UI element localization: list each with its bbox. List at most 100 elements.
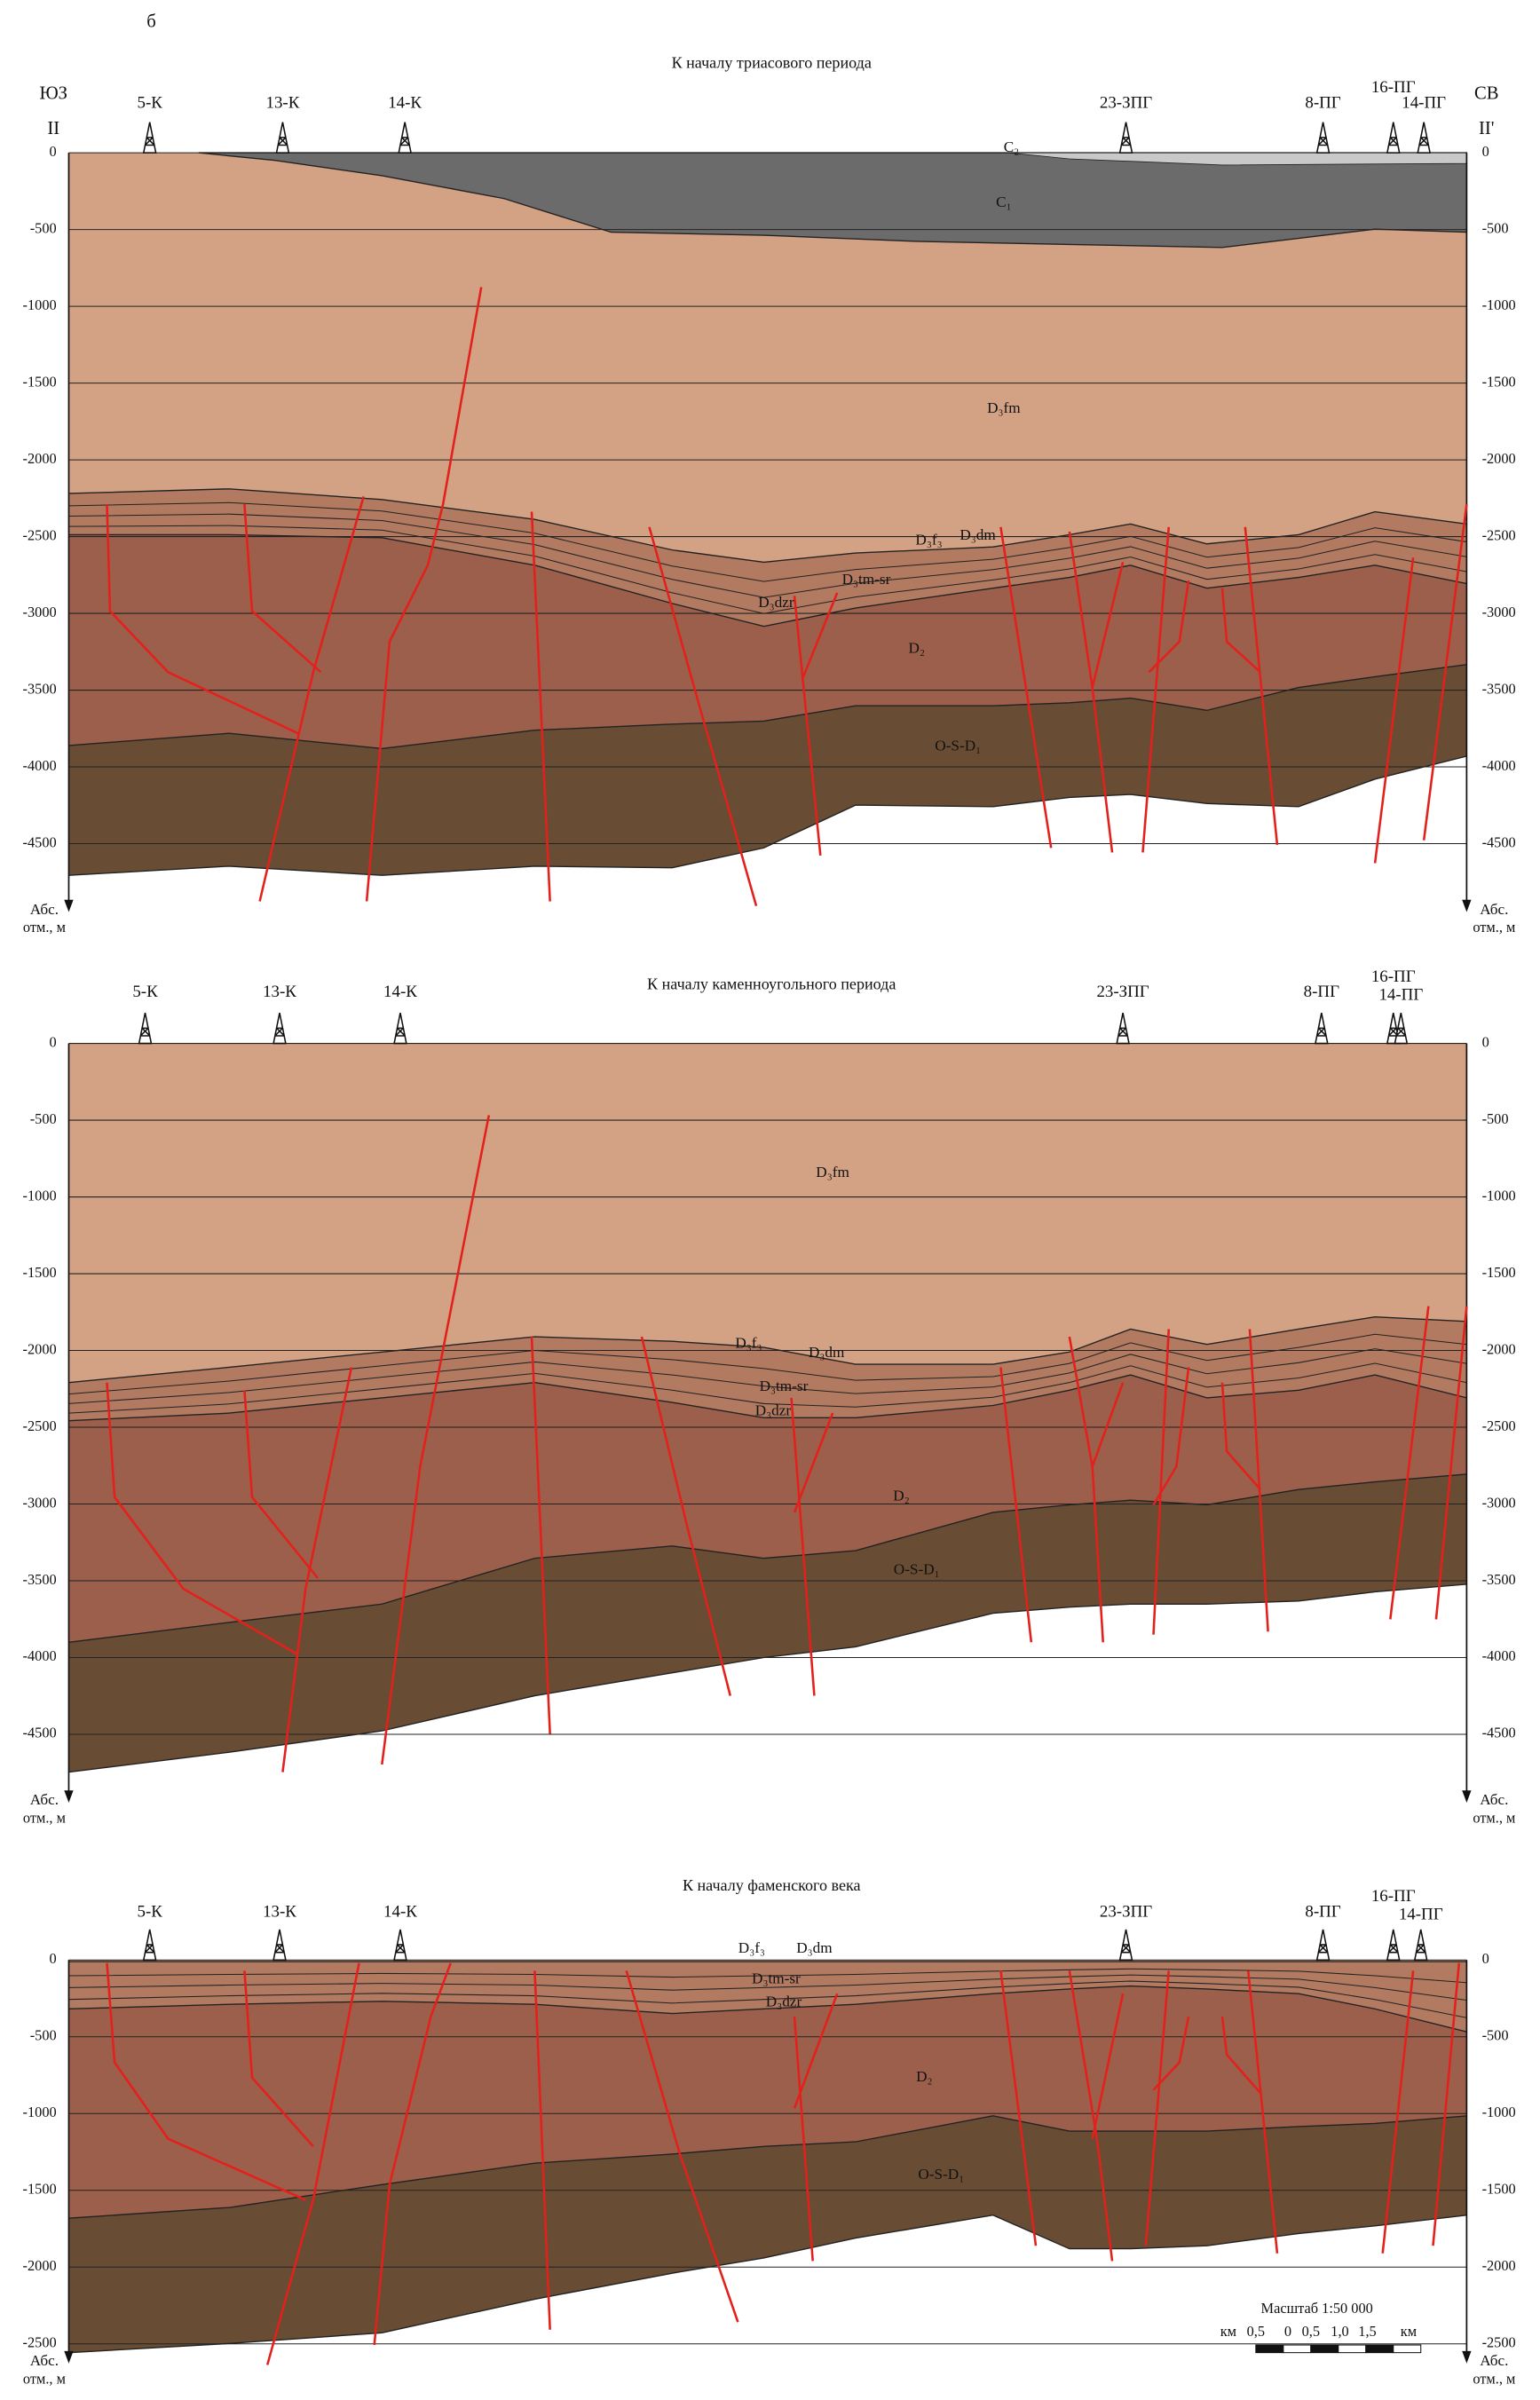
fault (106, 503, 299, 735)
y-tick-label: -500 (30, 2027, 57, 2044)
y-tick-label-right: -3000 (1482, 604, 1516, 620)
layer-osd1 (68, 664, 1467, 876)
axis-label: Абс. (30, 901, 59, 918)
fault (1244, 526, 1279, 845)
layer-label: D₃f₃ (735, 1335, 762, 1352)
fault (1152, 1367, 1190, 1506)
fault (1220, 1382, 1261, 1491)
well-icon (142, 122, 157, 154)
y-tick-label: -3000 (23, 604, 57, 620)
panel-title: К началу фаменского века (683, 1876, 861, 1894)
y-tick-label: -3000 (23, 1494, 57, 1511)
y-tick-label: -2000 (23, 1340, 57, 1357)
axis-label: Абс. (30, 2352, 59, 2369)
fault (793, 1993, 839, 2109)
layer-label: D₃dzr (766, 1993, 802, 2009)
y-tick-label-right: -1000 (1482, 1187, 1516, 1204)
profile-end-label: ЮЗ (39, 83, 67, 103)
y-tick-label: -4500 (23, 833, 57, 850)
y-tick-label: -4500 (23, 1725, 57, 1741)
well-label: 16-ПГ (1371, 1887, 1416, 1906)
layer-label: D₃fm (816, 1164, 849, 1180)
y-tick-label-right: -4500 (1482, 833, 1516, 850)
y-tick-label: -1500 (23, 2181, 57, 2198)
y-tick-label-right: -3500 (1482, 680, 1516, 697)
well-icon (1118, 122, 1133, 154)
axis-label-unit: отм., м (1473, 2370, 1515, 2387)
y-tick-label-right: -1500 (1482, 373, 1516, 390)
fault (1373, 557, 1415, 864)
y-tick-label-right: -3500 (1482, 1571, 1516, 1588)
well-icon (398, 122, 412, 154)
well-icon (272, 1013, 287, 1045)
fault (1091, 1382, 1125, 1467)
fault (625, 1970, 739, 2323)
layer-d2 (68, 1375, 1467, 1643)
layer-d3-thin (68, 1962, 1467, 2033)
fault (1091, 562, 1125, 688)
axis-label: Абс. (30, 1791, 59, 1808)
y-tick-label: -1500 (23, 373, 57, 390)
y-tick-label: -1500 (23, 1264, 57, 1281)
well-label: 23-ЗПГ (1100, 1902, 1152, 1921)
y-tick-label: -3500 (23, 680, 57, 697)
well-icon (142, 1929, 157, 1962)
layer-label: C₂ (1004, 138, 1019, 155)
fault (1091, 1993, 1125, 2139)
well-label: 5-К (137, 93, 162, 112)
boundary-line (68, 2214, 1467, 2354)
y-tick-label: -2500 (23, 526, 57, 543)
y-tick-label-right: -2000 (1482, 450, 1516, 467)
well-icon (1386, 1929, 1401, 1962)
fault (533, 1970, 551, 2330)
y-tick-label: 0 (50, 1950, 57, 1967)
y-tick-label: -2000 (23, 450, 57, 467)
figure-label: б (146, 12, 156, 32)
axis-arrow (64, 899, 74, 912)
panel-title: К началу каменноугольного периода (647, 975, 896, 992)
profile-end-label: II' (1479, 119, 1494, 138)
axis-arrow (64, 2350, 74, 2364)
fault (1389, 1306, 1430, 1620)
well-icon (1315, 122, 1331, 154)
boundary-line (68, 664, 1467, 750)
fault (1246, 1970, 1279, 2254)
layer-label: C₁ (996, 193, 1011, 210)
stratum-line (68, 501, 1467, 582)
fault (1432, 1962, 1461, 2246)
y-tick-label-right: -1500 (1482, 2181, 1516, 2198)
fault (648, 526, 758, 907)
fault (1068, 1336, 1105, 1643)
fault (1152, 2016, 1190, 2091)
well-icon (272, 1929, 287, 1962)
axis-label-unit: отм., м (23, 919, 66, 936)
layer-label: O-S-D₁ (918, 2166, 964, 2183)
axis-label-unit: отм., м (23, 2370, 66, 2387)
layer-label: D₃fm (987, 399, 1021, 416)
scale-segment (1310, 2344, 1339, 2354)
well-label: 13-К (263, 1902, 296, 1921)
stratum-line (68, 1980, 1467, 2018)
layer-label: O-S-D₁ (935, 738, 981, 754)
y-tick-label: -1000 (23, 2104, 57, 2120)
well-label: 14-К (383, 1902, 417, 1921)
y-tick-label-right: -500 (1482, 1110, 1509, 1127)
scale-segment (1283, 2344, 1312, 2354)
layer-label: D₃dm (809, 1344, 845, 1361)
y-tick-label-right: -2000 (1482, 1340, 1516, 1357)
boundary-line (68, 1583, 1467, 1773)
well-label: 23-ЗПГ (1096, 983, 1149, 1001)
stratum-line (68, 525, 1467, 614)
scale-label: 1,5 (1358, 2323, 1376, 2340)
fault (1248, 1329, 1269, 1632)
well-label: 5-К (137, 1902, 162, 1921)
axis-label-unit: отм., м (1473, 1810, 1515, 1827)
scale-segment (1393, 2344, 1422, 2354)
scale-segment (1338, 2344, 1367, 2354)
scale-label: км (1401, 2323, 1417, 2340)
y-tick-label-right: -2500 (1482, 2333, 1516, 2350)
well-label: 8-ПГ (1304, 983, 1339, 1001)
y-tick-label-right: -3000 (1482, 1494, 1516, 1511)
axis-arrow (1462, 899, 1472, 912)
